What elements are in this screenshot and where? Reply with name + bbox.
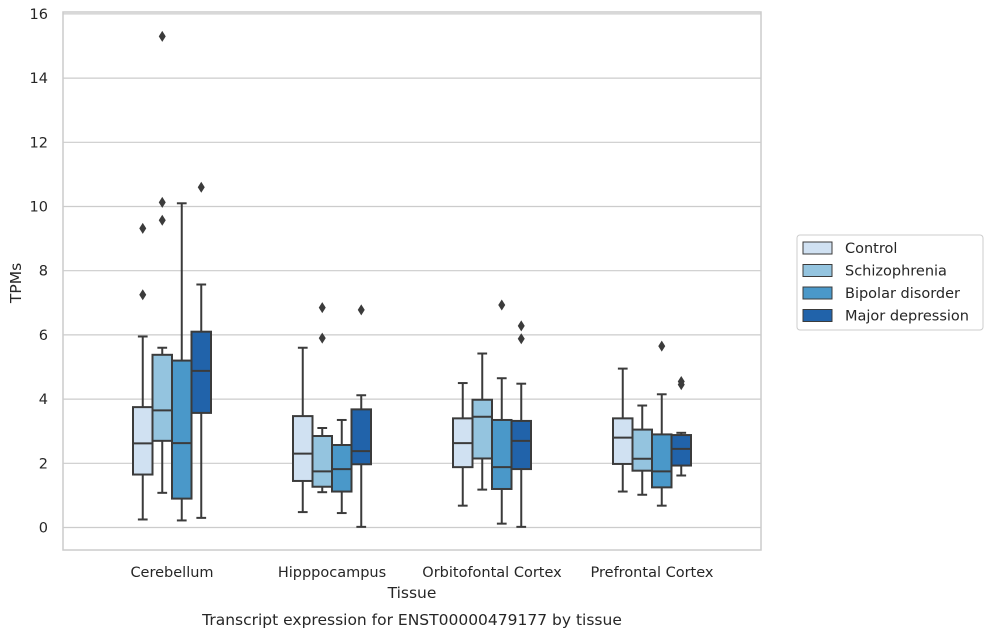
outlier-point (318, 332, 326, 344)
y-tick-label-2: 2 (39, 456, 48, 472)
box-body (311, 435, 333, 488)
box-body (510, 419, 532, 471)
y-tick-label-8: 8 (39, 264, 48, 280)
box-body (631, 428, 653, 472)
outlier-point (517, 320, 525, 332)
box-0-0 (132, 222, 154, 521)
legend-swatch-2 (802, 286, 833, 300)
box-1-2 (471, 352, 493, 491)
box-3-2 (510, 320, 532, 528)
box-body (132, 406, 154, 476)
box-body (350, 408, 372, 466)
box-1-3 (631, 404, 653, 496)
legend: Control Schizophrenia Bipolar disorder Majo… (796, 234, 984, 331)
box-0-1 (292, 346, 314, 514)
outlier-point (658, 340, 666, 352)
box-2-0 (171, 202, 193, 522)
outlier-point (677, 375, 685, 387)
x-tick-labels: Cerebellum Hipppocampus Orbitofontal Corte… (130, 565, 713, 581)
y-tick-label-0: 0 (39, 521, 48, 537)
outlier-point (357, 304, 365, 316)
box-1-0 (151, 30, 173, 494)
x-axis-title: Tissue (387, 584, 437, 602)
box-2-3 (651, 340, 673, 507)
chart-caption: Transcript expression for ENST0000047917… (201, 611, 622, 629)
box-2-1 (331, 418, 353, 515)
box-body (670, 434, 692, 467)
box-3-0 (190, 181, 212, 519)
outlier-point (498, 299, 506, 311)
outlier-point (197, 181, 205, 193)
legend-swatch-1 (802, 264, 833, 277)
legend-frame (796, 234, 984, 331)
y-tick-label-4: 4 (39, 392, 48, 408)
outlier-point (158, 30, 166, 42)
outlier-point (318, 302, 326, 314)
y-axis-title: TPMs (7, 263, 25, 304)
box-body (651, 433, 673, 489)
outlier-point (139, 289, 147, 301)
outlier-point (517, 333, 525, 345)
x-tick-label-1: Hipppocampus (278, 565, 386, 581)
box-body (292, 415, 314, 482)
box-2-2 (491, 299, 513, 525)
legend-label-1: Schizophrenia (845, 264, 947, 280)
outlier-point (158, 214, 166, 226)
outlier-point (158, 196, 166, 208)
legend-label-0: Control (845, 241, 897, 257)
box-1-1 (311, 302, 333, 494)
box-0-3 (612, 367, 634, 493)
y-tick-label-16: 16 (30, 7, 48, 23)
x-tick-label-2: Orbitofontal Cortex (422, 565, 562, 581)
box-body (171, 359, 193, 500)
y-tick-label-14: 14 (30, 71, 48, 87)
box-body (151, 353, 173, 442)
box-plots (132, 30, 692, 528)
legend-label-2: Bipolar disorder (845, 286, 960, 302)
box-body (471, 398, 493, 460)
y-tick-labels: 0 2 4 6 8 10 12 14 16 (30, 7, 48, 537)
legend-label-3: Major depression (845, 309, 969, 325)
x-tick-label-3: Prefrontal Cortex (591, 565, 714, 581)
box-body (491, 418, 513, 490)
box-body (190, 330, 212, 414)
outlier-point (139, 222, 147, 234)
legend-swatch-0 (802, 241, 833, 255)
box-body (612, 417, 634, 465)
box-3-3 (670, 375, 692, 477)
x-tick-label-0: Cerebellum (130, 565, 213, 581)
legend-swatch-3 (802, 309, 833, 322)
plot-frame (62, 11, 762, 551)
y-tick-label-10: 10 (30, 200, 48, 216)
box-3-1 (350, 304, 372, 528)
y-tick-label-12: 12 (30, 135, 48, 151)
y-tick-label-6: 6 (39, 328, 48, 344)
box-0-2 (452, 382, 474, 507)
